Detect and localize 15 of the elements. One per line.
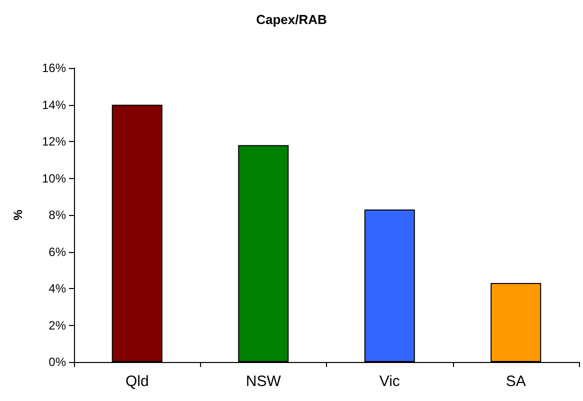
y-tick-label: 14% — [42, 98, 66, 112]
y-tick-label: 0% — [48, 355, 66, 369]
y-tick-label: 12% — [42, 134, 66, 148]
y-tick-label: 2% — [48, 318, 66, 332]
y-tick-label: 8% — [48, 208, 66, 222]
y-tick-label: 6% — [48, 244, 66, 259]
x-tick-label: NSW — [246, 373, 282, 390]
y-tick-label: 4% — [48, 282, 66, 296]
x-tick-label: Vic — [379, 373, 400, 390]
y-axis-title: % — [11, 209, 25, 220]
y-tick-label: 16% — [42, 61, 66, 75]
y-tick-label: 10% — [42, 171, 66, 186]
x-tick-label: Qld — [125, 373, 149, 390]
chart-title: Capex/RAB — [256, 12, 327, 27]
x-tick-label: SA — [506, 373, 526, 390]
